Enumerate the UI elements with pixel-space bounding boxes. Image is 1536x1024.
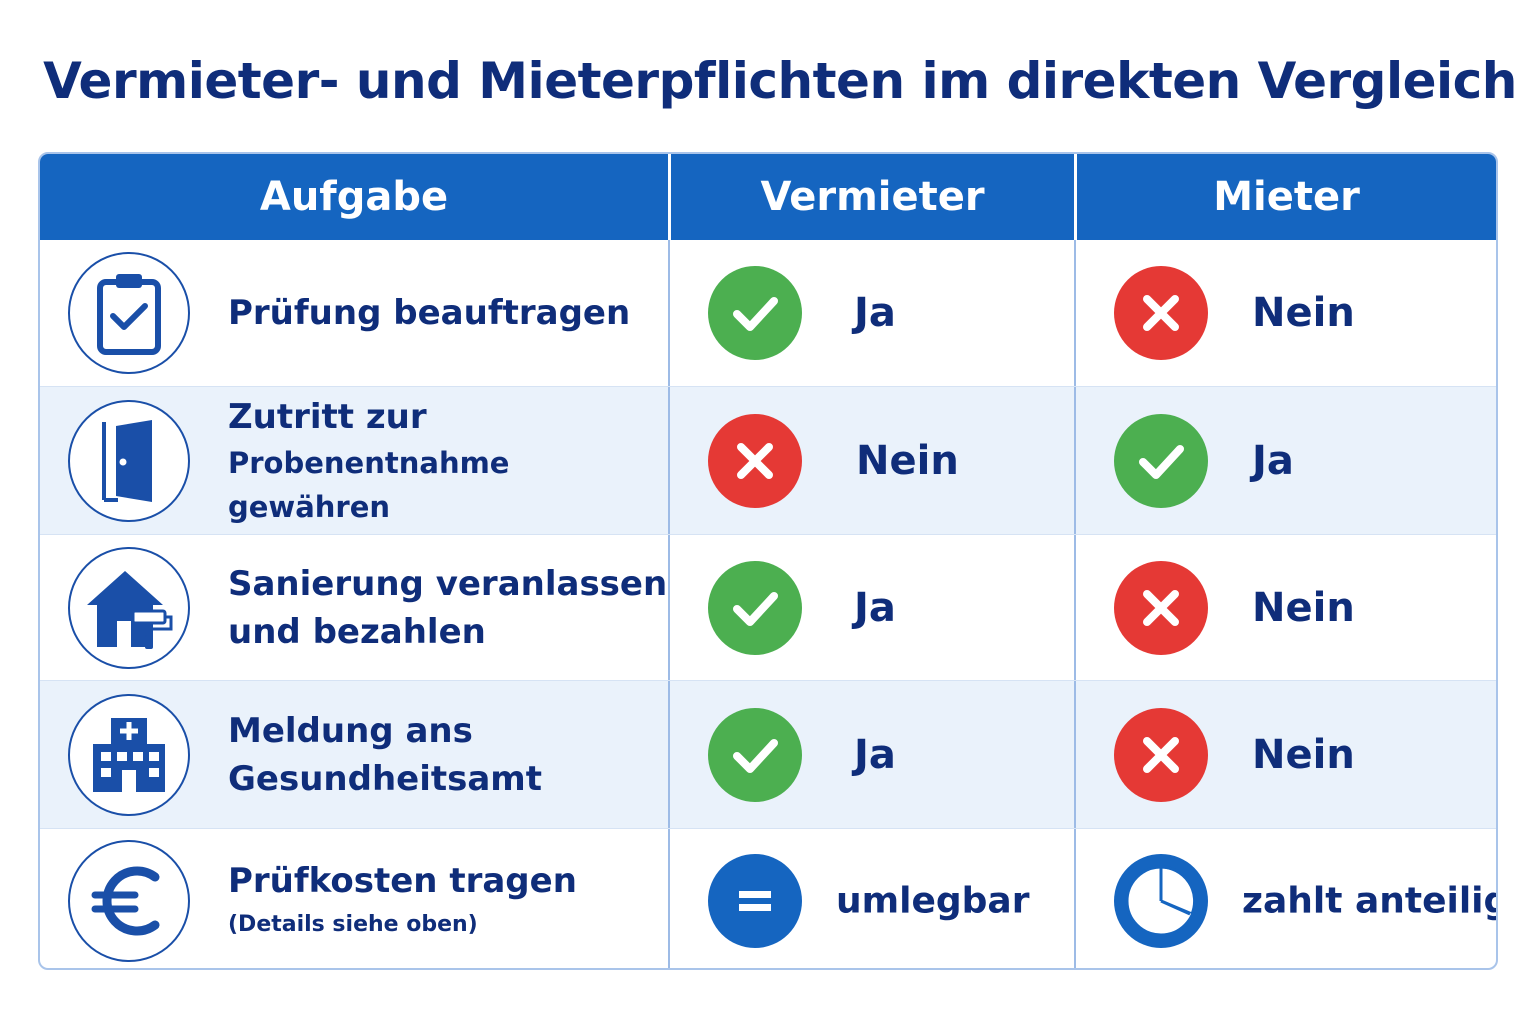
task-cell: Zutritt zur Probenentnahme gewähren xyxy=(40,387,668,535)
vermieter-cell: Ja xyxy=(668,681,1074,829)
mieter-cell: Nein xyxy=(1074,681,1496,829)
table-row: Prüfung beauftragen Ja Nein xyxy=(40,240,1496,386)
mieter-cell: zahlt anteilig xyxy=(1074,829,1498,968)
cross-icon xyxy=(1114,561,1208,655)
mieter-cell: Nein xyxy=(1074,535,1496,681)
task-cell: Prüfkosten tragen (Details siehe oben) xyxy=(40,829,668,968)
table-row: Zutritt zur Probenentnahme gewähren Nein… xyxy=(40,386,1496,535)
task-subtitle: Probenentnahme gewähren xyxy=(228,446,510,524)
vermieter-status-label: Ja xyxy=(854,732,896,778)
mieter-status-label: Nein xyxy=(1252,585,1355,631)
mieter-status-label: Nein xyxy=(1252,732,1355,778)
task-title: Prüfkosten tragen xyxy=(228,861,577,901)
mieter-status-label: Ja xyxy=(1252,438,1294,484)
table-row: Meldung ans Gesundheitsamt Ja Nein xyxy=(40,680,1496,829)
vermieter-cell: Ja xyxy=(668,240,1074,386)
equals-icon xyxy=(708,854,802,948)
cross-icon xyxy=(708,414,802,508)
column-header-vermieter: Vermieter xyxy=(668,154,1074,240)
task-subtitle: und bezahlen xyxy=(228,612,486,652)
vermieter-status-label: umlegbar xyxy=(836,880,1030,922)
task-title: Zutritt zur xyxy=(228,397,427,437)
mieter-status-label: zahlt anteilig xyxy=(1242,880,1498,922)
euro-icon xyxy=(68,840,190,962)
task-cell: Sanierung veranlassen und bezahlen xyxy=(40,535,668,681)
page-title: Vermieter- und Mieterpflichten im direkt… xyxy=(43,52,1517,110)
table-header: Aufgabe Vermieter Mieter xyxy=(40,154,1496,240)
door-icon xyxy=(68,400,190,522)
cross-icon xyxy=(1114,708,1208,802)
vermieter-cell: umlegbar xyxy=(668,829,1074,968)
cross-icon xyxy=(1114,266,1208,360)
pie-share-icon xyxy=(1114,854,1208,948)
table-row: Sanierung veranlassen und bezahlen Ja Ne… xyxy=(40,534,1496,681)
column-header-mieter: Mieter xyxy=(1074,154,1496,240)
task-subtitle: Gesundheitsamt xyxy=(228,759,542,799)
task-title: Meldung ans xyxy=(228,711,473,751)
column-header-aufgabe: Aufgabe xyxy=(259,174,449,220)
house-paint-roller-icon xyxy=(68,547,190,669)
task-cell: Meldung ans Gesundheitsamt xyxy=(40,681,668,829)
vermieter-status-label: Ja xyxy=(854,585,896,631)
task-title: Sanierung veranlassen xyxy=(228,564,668,604)
mieter-cell: Nein xyxy=(1074,240,1496,386)
task-cell: Prüfung beauftragen xyxy=(40,240,668,386)
vermieter-cell: Ja xyxy=(668,535,1074,681)
check-icon xyxy=(1114,414,1208,508)
clipboard-check-icon xyxy=(68,252,190,374)
vermieter-status-label: Ja xyxy=(854,290,896,336)
comparison-table: Aufgabe Vermieter Mieter Prüfung beauftr… xyxy=(38,152,1498,970)
check-icon xyxy=(708,708,802,802)
hospital-building-icon xyxy=(68,694,190,816)
check-icon xyxy=(708,266,802,360)
check-icon xyxy=(708,561,802,655)
mieter-status-label: Nein xyxy=(1252,290,1355,336)
mieter-cell: Ja xyxy=(1074,387,1496,535)
task-note: (Details siehe oben) xyxy=(228,912,478,937)
vermieter-status-label: Nein xyxy=(856,438,959,484)
table-row: Prüfkosten tragen (Details siehe oben) u… xyxy=(40,828,1498,968)
task-title: Prüfung beauftragen xyxy=(228,293,631,333)
vermieter-cell: Nein xyxy=(668,387,1074,535)
